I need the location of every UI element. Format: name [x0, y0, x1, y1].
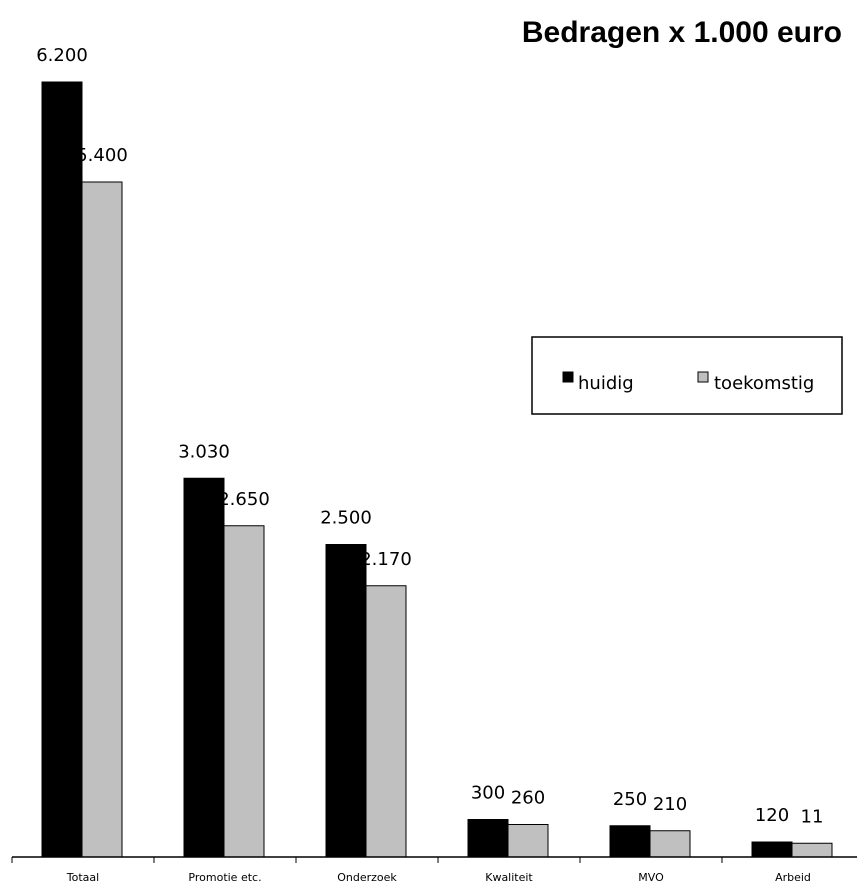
data-label-toekomstig-1: 5.400	[76, 145, 128, 166]
bar-huidig-6	[751, 841, 793, 858]
data-labels-group: 6.200 5.400 3.030 2.650 2.500 2.170 300 260 250 2…	[36, 45, 823, 827]
legend: huidig toekomstig	[531, 336, 843, 415]
bar-toekomstig-5	[649, 830, 691, 858]
tick-label-4: Kwaliteit	[485, 871, 533, 884]
bar-toekomstig-6	[791, 842, 833, 858]
tick-label-6: Arbeid	[775, 871, 811, 884]
data-label-huidig-6: 120	[755, 805, 789, 826]
data-label-toekomstig-2: 2.650	[218, 489, 270, 510]
bar-toekomstig-3	[365, 585, 407, 858]
bar-toekomstig-4	[507, 824, 549, 858]
data-label-huidig-4: 300	[471, 783, 505, 804]
bar-toekomstig-1	[81, 181, 123, 858]
tick-label-3: Onderzoek	[337, 871, 397, 884]
bar-huidig-2	[183, 477, 225, 858]
data-label-huidig-5: 250	[613, 789, 647, 810]
bars-group	[41, 81, 833, 858]
x-axis-ticks: Totaal Promotie etc. Onderzoek Kwaliteit MVO…	[11, 857, 811, 884]
tick-label-5: MVO	[638, 871, 664, 884]
tick-label-1: Totaal	[66, 871, 99, 884]
bar-huidig-4	[467, 819, 509, 858]
data-label-toekomstig-4: 260	[511, 788, 545, 809]
data-label-toekomstig-6: 11	[801, 806, 824, 827]
data-label-toekomstig-3: 2.170	[360, 549, 412, 570]
legend-swatch-huidig	[562, 371, 574, 383]
legend-label-huidig: huidig	[578, 373, 634, 394]
legend-swatch-toekomstig	[697, 371, 709, 383]
bar-huidig-3	[325, 544, 367, 858]
bar-huidig-5	[609, 825, 651, 858]
legend-box	[531, 336, 843, 415]
data-label-toekomstig-5: 210	[653, 794, 687, 815]
legend-label-toekomstig: toekomstig	[714, 373, 814, 394]
bar-huidig-1	[41, 81, 83, 858]
data-label-huidig-2: 3.030	[178, 441, 230, 462]
chart-title: Bedragen x 1.000 euro	[522, 16, 842, 49]
tick-label-2: Promotie etc.	[188, 871, 261, 884]
bar-toekomstig-2	[223, 525, 265, 858]
data-label-huidig-1: 6.200	[36, 45, 88, 66]
data-label-huidig-3: 2.500	[320, 508, 372, 529]
